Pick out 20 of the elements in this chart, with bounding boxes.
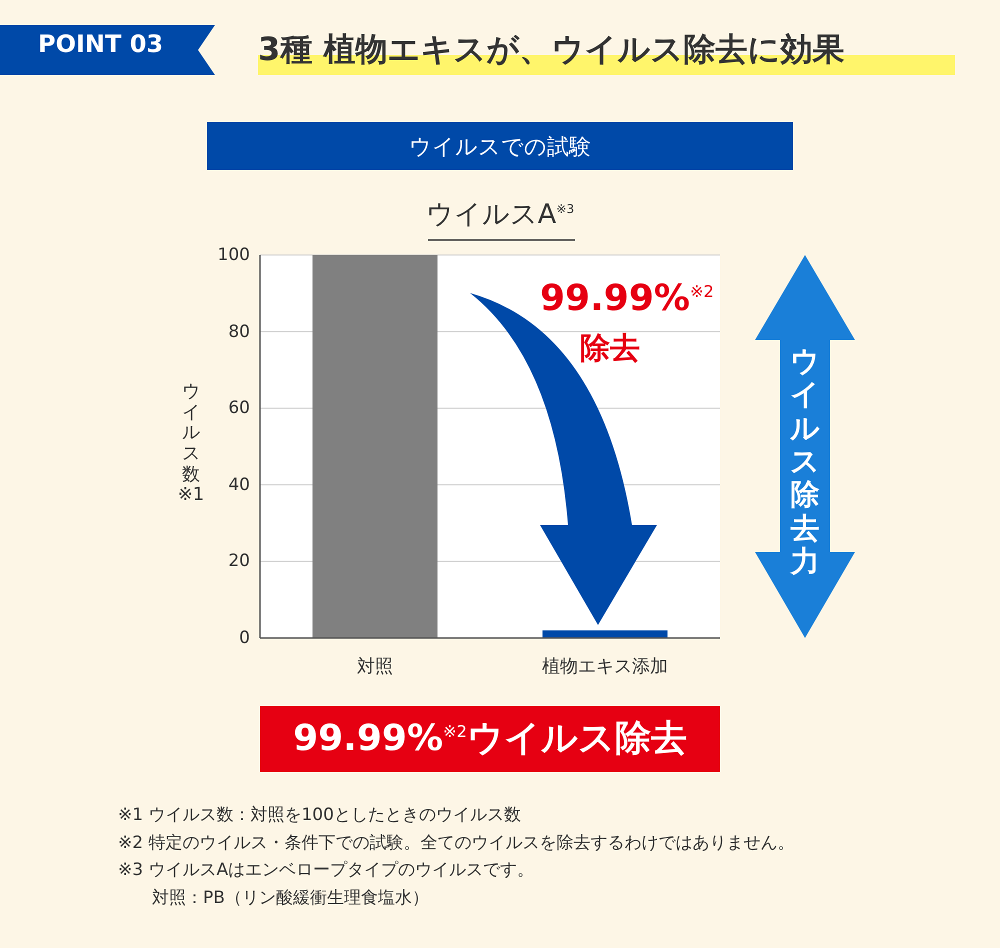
text: ※1 ウイルス数：対照を100としたときのウイルス数 [118, 804, 521, 826]
y-tick-label: 40 [228, 474, 250, 495]
text: ※2 特定のウイルス・条件下での試験。全てのウイルスを除去するわけではありません。 [118, 832, 794, 854]
x-tick-label: 対照 [356, 655, 394, 678]
y-tick-label: 80 [227, 322, 250, 342]
annotation: 99.99%$^{※2}$ [540, 278, 714, 319]
text: POINT 03 [38, 30, 164, 58]
annotation: 除去 [580, 330, 640, 368]
y-axis-title: ウイルス数※1 [176, 381, 206, 506]
text: ※3 ウイルスAはエンベロープタイプのウイルスです。 [118, 859, 534, 881]
y-tick-label: 100 [216, 245, 250, 265]
text: ウイルスA$^{※3}$ [424, 198, 576, 232]
y-tick-label: 0 [238, 628, 250, 648]
text: 99.99%$^{※2}$ウイルス除去 [292, 717, 688, 761]
y-tick-label: 60 [228, 398, 250, 418]
y-tick-label: 20 [227, 551, 250, 572]
chart-subtitle: ウイルスでの試験 [408, 134, 592, 162]
x-tick-label: 植物エキス添加 [541, 655, 669, 678]
text: 対照：PB（リン酸緩衝生理食塩水） [152, 887, 429, 909]
text: ウイルス除去力 [789, 344, 821, 578]
